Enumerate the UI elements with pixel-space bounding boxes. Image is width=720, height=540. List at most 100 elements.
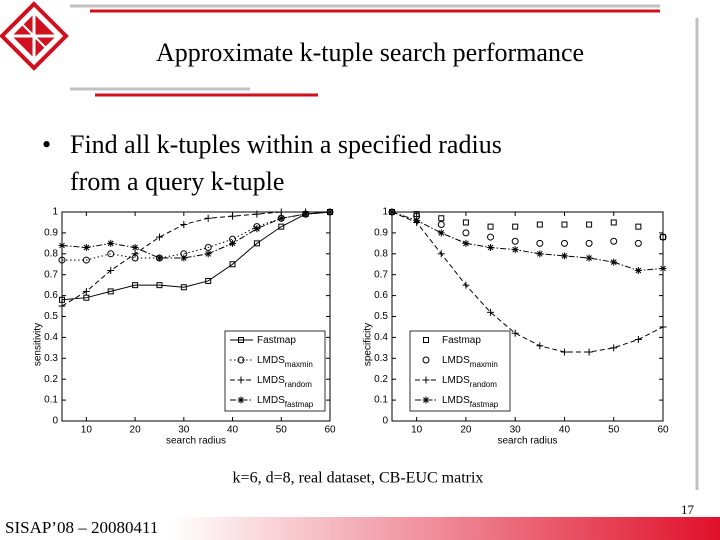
- marker-circle: [634, 239, 642, 247]
- y-tick-label: 0.1: [44, 395, 58, 406]
- bullet-text: from a query k-tuple: [70, 167, 284, 196]
- slide-title: Approximate k-tuple search performance: [156, 38, 584, 67]
- marker-square: [561, 221, 568, 228]
- legend-label: LMDSfastmap: [442, 395, 499, 409]
- marker: [610, 219, 617, 226]
- marker: [180, 284, 187, 291]
- marker: [659, 323, 667, 331]
- marker: [107, 288, 114, 295]
- marker: [58, 256, 66, 264]
- y-tick-label: 0.5: [44, 311, 58, 322]
- marker: [82, 287, 90, 295]
- marker-stroke: [278, 215, 285, 222]
- marker: [536, 342, 544, 350]
- y-tick-label: 0.3: [44, 353, 58, 364]
- legend-subscript: fastmap: [285, 400, 314, 409]
- marker: [107, 267, 115, 275]
- marker-square: [83, 294, 90, 301]
- marker: [422, 396, 430, 404]
- marker-stroke: [660, 265, 666, 272]
- marker-stroke: [610, 259, 617, 266]
- y-tick-label: 1: [52, 207, 58, 218]
- x-tick-label: 10: [411, 425, 423, 436]
- marker: [277, 214, 285, 222]
- marker-square: [610, 219, 617, 226]
- marker-square: [462, 219, 469, 226]
- x-tick-label: 50: [608, 425, 620, 436]
- marker: [155, 254, 163, 262]
- legend-name: LMDS: [442, 355, 470, 366]
- marker: [634, 335, 642, 343]
- x-axis-label: search radius: [497, 436, 557, 447]
- marker: [253, 240, 260, 247]
- x-tick-label: 60: [657, 425, 669, 436]
- legend-name: LMDS: [442, 375, 470, 386]
- marker-circle: [107, 250, 115, 258]
- legend-box: [224, 330, 326, 412]
- marker: [107, 250, 115, 258]
- marker: [585, 254, 593, 262]
- legend-box: [409, 330, 511, 412]
- legend-subscript: fastmap: [470, 400, 499, 409]
- marker: [536, 221, 543, 228]
- marker: [131, 244, 139, 252]
- marker: [437, 221, 445, 229]
- marker-square: [536, 221, 543, 228]
- legend-name: LMDS: [257, 355, 285, 366]
- y-tick-label: 0.9: [44, 228, 58, 239]
- marker: [278, 223, 285, 230]
- legend-label: LMDSfastmap: [257, 395, 314, 409]
- marker: [422, 376, 430, 384]
- marker-stroke: [561, 253, 568, 259]
- marker: [586, 221, 593, 228]
- marker: [438, 215, 445, 222]
- marker: [413, 216, 421, 224]
- marker-square: [107, 288, 114, 295]
- marker: [560, 348, 568, 356]
- marker-square: [423, 337, 429, 343]
- marker: [204, 250, 212, 258]
- legend-label: LMDSrandom: [442, 375, 497, 389]
- marker: [585, 348, 593, 356]
- y-tick-label: 0.6: [44, 290, 58, 301]
- marker-stroke: [238, 397, 244, 403]
- legend-label: LMDSmaxmin: [442, 355, 498, 369]
- marker-square: [132, 282, 139, 289]
- marker-stroke: [463, 240, 469, 247]
- marker: [107, 239, 115, 247]
- y-tick-label: 0.6: [374, 290, 388, 301]
- legend-label: Fastmap: [257, 335, 296, 346]
- y-tick-label: 0.8: [374, 248, 388, 259]
- legend-label: Fastmap: [442, 335, 481, 346]
- x-tick-label: 20: [130, 425, 142, 436]
- marker: [82, 256, 90, 264]
- marker: [487, 244, 495, 252]
- marker: [156, 282, 163, 289]
- y-tick-label: 0.8: [44, 248, 58, 259]
- y-tick-label: 0.2: [374, 374, 388, 385]
- marker-stroke: [487, 244, 494, 251]
- marker-circle: [560, 239, 568, 247]
- marker: [302, 210, 310, 218]
- legend-subscript: random: [470, 380, 497, 389]
- series-line: [61, 211, 331, 259]
- marker-square: [156, 282, 163, 289]
- marker-circle: [58, 256, 66, 264]
- legend-name: Fastmap: [257, 335, 296, 346]
- y-tick-label: 0.9: [374, 228, 388, 239]
- marker: [585, 239, 593, 247]
- marker-stroke: [59, 242, 65, 249]
- y-tick-label: 0: [382, 416, 388, 427]
- marker-circle: [487, 233, 495, 241]
- marker: [560, 252, 568, 260]
- marker-square: [180, 284, 187, 291]
- marker-square: [205, 277, 212, 284]
- marker: [536, 250, 544, 258]
- marker: [610, 344, 618, 352]
- marker-stroke: [132, 244, 138, 251]
- marker-square: [586, 221, 593, 228]
- marker: [536, 239, 544, 247]
- marker-square: [59, 296, 65, 303]
- marker: [229, 212, 237, 220]
- marker-square: [512, 223, 519, 230]
